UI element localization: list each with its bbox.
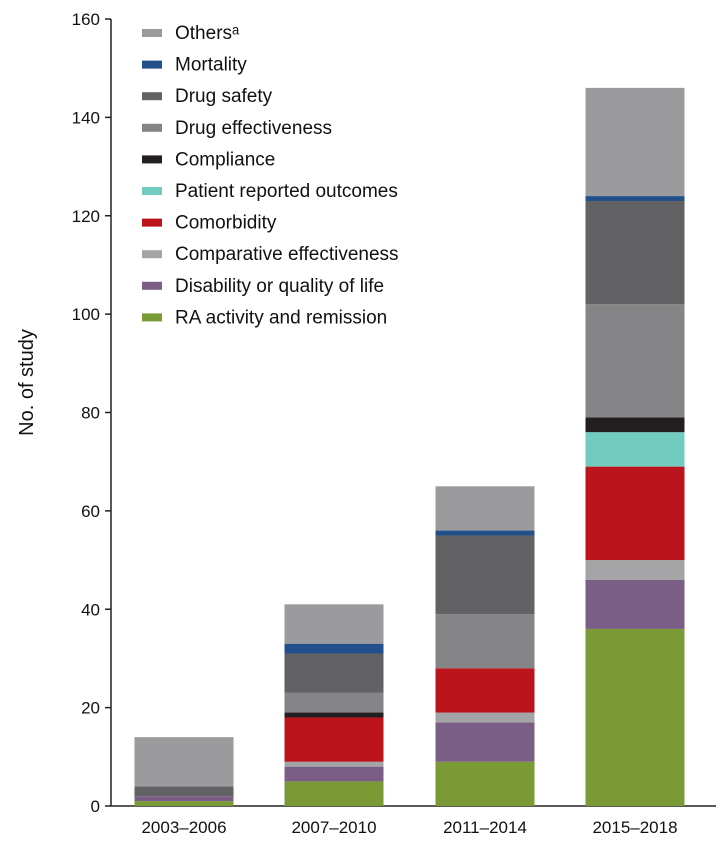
legend-item: Comorbidity (142, 213, 277, 234)
legend-item: RA activity and remission (142, 307, 387, 328)
bar-segment (284, 653, 384, 693)
y-tick-label: 120 (72, 207, 100, 226)
bar-segment (585, 200, 685, 305)
bar-segment (284, 781, 384, 806)
bar-segment (284, 643, 384, 654)
bar-segment (585, 432, 685, 467)
bar-segment (284, 712, 384, 718)
legend-item: Patient reported outcomes (142, 181, 398, 202)
legend-item: Compliance (142, 149, 275, 170)
bar-segment (585, 628, 685, 806)
legend-label: Mortality (175, 55, 247, 76)
legend-swatch (142, 187, 162, 195)
legend-item: Disability or quality of life (142, 276, 384, 297)
legend-label: Patient reported outcomes (175, 181, 398, 202)
y-tick-label: 40 (81, 600, 100, 619)
bar-segment (435, 668, 535, 713)
bar-segment (134, 786, 234, 797)
legend-item: Comparative effectiveness (142, 244, 399, 265)
y-tick-labels: 0 20 40 60 80 100 120 140 160 (72, 10, 100, 816)
bar-stack (585, 87, 685, 806)
x-tick-label: 2015–2018 (592, 818, 677, 837)
bar-segment (435, 712, 535, 723)
legend-swatch (142, 92, 162, 101)
legend-swatch (142, 123, 162, 132)
bar-segment (585, 579, 685, 629)
y-tick-label: 160 (72, 10, 100, 29)
legend-swatch (142, 250, 162, 259)
bar-segment (585, 196, 685, 201)
bar-segment (284, 761, 384, 767)
legend-item: Drug safety (142, 86, 273, 107)
y-tick-label: 60 (81, 502, 100, 521)
x-tick-label: 2003–2006 (141, 818, 226, 837)
bar-segment (284, 717, 384, 762)
bar-segment (134, 737, 234, 787)
legend-label: Drug effectiveness (175, 118, 332, 139)
bar-segment (284, 604, 384, 644)
bar-segment (284, 692, 384, 713)
legend-label: Drug safety (175, 86, 273, 107)
legend-swatch (142, 281, 162, 290)
bar-segment (585, 304, 685, 418)
bar-segment (585, 87, 685, 197)
bar-segment (435, 614, 535, 669)
legend-label: Disability or quality of life (175, 276, 384, 297)
bar-stack (284, 604, 384, 806)
bars (134, 87, 685, 806)
legend-item: Drug effectiveness (142, 118, 332, 139)
bar-segment (134, 796, 234, 802)
bar-segment (134, 801, 234, 806)
legend-swatch (142, 29, 162, 37)
x-tick-label: 2007–2010 (291, 818, 376, 837)
bar-stack (134, 737, 234, 806)
y-tick-label: 0 (91, 797, 100, 816)
bar-segment (435, 486, 535, 531)
bar-segment (435, 722, 535, 762)
legend-label: Compliance (175, 149, 275, 170)
bar-segment (585, 560, 685, 580)
legend-label: Comparative effectiveness (175, 244, 399, 265)
bar-stack (435, 486, 535, 806)
bar-segment (435, 530, 535, 536)
bar-segment (435, 535, 535, 615)
y-tick-label: 100 (72, 305, 100, 324)
legend-item: Othersᵃ (142, 23, 240, 44)
x-tick-label: 2011–2014 (443, 818, 527, 837)
y-axis-title: No. of study (16, 329, 38, 436)
legend-swatch (142, 155, 162, 164)
bar-segment (585, 466, 685, 561)
legend-swatch (142, 218, 162, 227)
legend-label: Comorbidity (175, 213, 277, 234)
legend-label: RA activity and remission (175, 307, 387, 328)
y-tick-label: 140 (72, 108, 100, 127)
legend-label: Othersᵃ (175, 23, 240, 44)
y-tick-label: 80 (81, 404, 100, 423)
legend-swatch (142, 313, 162, 322)
x-tick-labels: 2003–2006 2007–2010 2011–2014 2015–2018 (141, 818, 677, 837)
bar-segment (435, 761, 535, 806)
bar-segment (585, 417, 685, 433)
legend-swatch (142, 60, 162, 69)
y-tick-label: 20 (81, 699, 100, 718)
legend: Othersᵃ Mortality Drug safety Drug effectiv… (142, 23, 399, 328)
bar-segment (284, 766, 384, 782)
legend-item: Mortality (142, 55, 247, 76)
